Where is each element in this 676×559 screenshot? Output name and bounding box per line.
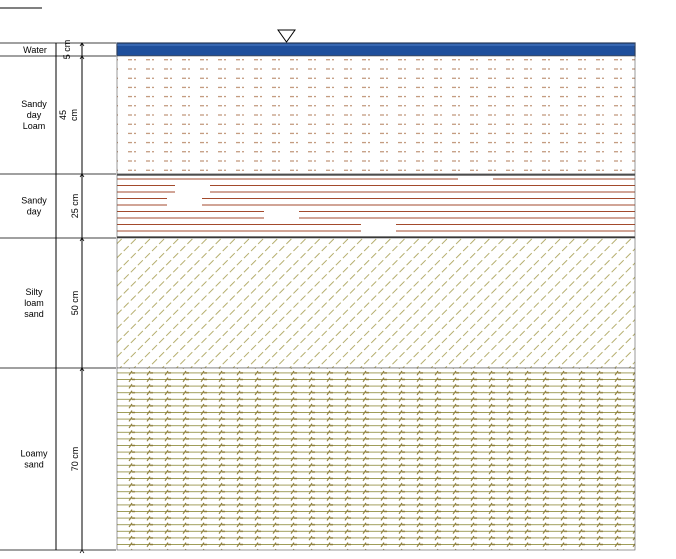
layer-name-label: Sandy bbox=[21, 99, 47, 109]
thickness-label: 45 bbox=[58, 110, 68, 120]
layer-name-label: Water bbox=[23, 45, 47, 55]
axis-tick bbox=[79, 173, 85, 178]
thickness-label: 5 cm bbox=[62, 40, 72, 60]
layer-name-label: sand bbox=[24, 309, 44, 319]
soil-layer-silty-loam-sand bbox=[116, 237, 636, 369]
soil-layer-sandy-clay-loam bbox=[116, 55, 636, 175]
axis-tick bbox=[79, 237, 85, 242]
layer-name-label: sand bbox=[24, 460, 44, 470]
thickness-label: 70 cm bbox=[70, 447, 80, 472]
layer-name-label: Sandy bbox=[21, 196, 47, 206]
thickness-axis bbox=[0, 42, 116, 554]
axis-tick bbox=[79, 42, 85, 47]
layer-name-label: Loam bbox=[23, 121, 46, 131]
layer-name-label: Silty bbox=[25, 287, 43, 297]
axis-tick bbox=[79, 55, 85, 60]
thickness-label: 25 cm bbox=[70, 194, 80, 219]
axis-tick bbox=[79, 549, 85, 554]
thickness-label: cm bbox=[69, 109, 79, 121]
soil-layer-water bbox=[116, 42, 636, 57]
thickness-label: 50 cm bbox=[70, 291, 80, 316]
axis-tick bbox=[79, 367, 85, 372]
layer-name-label: Loamy bbox=[20, 449, 48, 459]
layer-name-label: day bbox=[27, 110, 42, 120]
inverted-triangle-icon bbox=[277, 29, 296, 43]
layer-name-label: day bbox=[27, 207, 42, 217]
layer-name-label: loam bbox=[24, 298, 44, 308]
soil-layer-loamy-sand bbox=[116, 367, 636, 551]
soil-layer-sandy-clay bbox=[116, 173, 636, 239]
